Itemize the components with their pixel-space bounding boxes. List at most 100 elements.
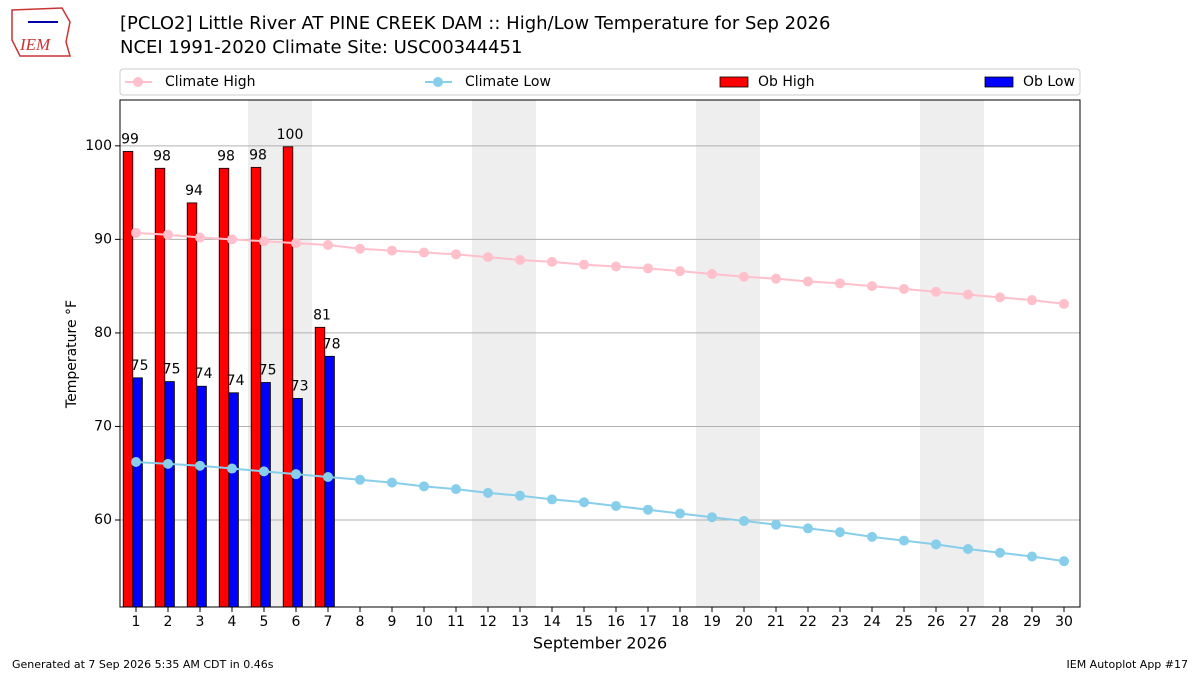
legend-marker <box>133 77 143 87</box>
line-marker <box>163 229 173 240</box>
line-marker <box>387 477 397 488</box>
x-tick-label: 29 <box>1023 614 1041 630</box>
x-tick-label: 12 <box>479 614 497 630</box>
bar <box>282 146 294 608</box>
line-marker <box>291 469 301 480</box>
line-marker <box>675 266 685 277</box>
line-marker <box>995 547 1005 558</box>
line-marker <box>259 466 269 477</box>
weekend-shade <box>728 100 760 607</box>
legend-label: Climate Low <box>465 74 551 90</box>
logo: IEM <box>11 7 71 57</box>
footer-right: IEM Autoplot App #17 <box>1067 658 1189 671</box>
data-label: 98 <box>217 148 235 164</box>
line-marker <box>1027 295 1037 306</box>
line-marker <box>451 249 461 260</box>
x-tick-label: 23 <box>831 614 849 630</box>
line-marker <box>643 263 653 274</box>
x-tick-label: 10 <box>415 614 433 630</box>
logo-text: IEM <box>19 35 51 54</box>
data-label: 94 <box>185 183 203 199</box>
y-tick-label: 60 <box>94 512 112 528</box>
legend-label: Ob High <box>758 74 815 90</box>
line-marker <box>771 519 781 530</box>
line-marker <box>739 271 749 282</box>
line-marker <box>707 512 717 523</box>
x-tick-label: 6 <box>292 614 301 630</box>
bar <box>260 382 271 608</box>
y-axis-label: Temperature °F <box>64 300 80 409</box>
data-label: 73 <box>291 378 309 394</box>
line-marker <box>611 500 621 511</box>
line-marker <box>835 527 845 538</box>
x-tick-label: 16 <box>607 614 625 630</box>
legend-label: Ob Low <box>1023 74 1075 90</box>
line-marker <box>867 531 877 542</box>
line-marker <box>643 504 653 515</box>
data-label: 98 <box>153 148 171 164</box>
line-marker <box>931 539 941 550</box>
legend-marker <box>433 77 443 87</box>
data-label: 74 <box>195 366 213 382</box>
line-marker <box>291 238 301 249</box>
bar <box>314 326 326 608</box>
line-marker <box>227 234 237 245</box>
x-tick-label: 8 <box>356 614 365 630</box>
y-tick-label: 100 <box>85 138 112 154</box>
line-marker <box>547 494 557 505</box>
line-marker <box>547 256 557 267</box>
line-marker <box>355 243 365 254</box>
weekend-shade <box>504 100 536 607</box>
chart-title: [PCLO2] Little River AT PINE CREEK DAM :… <box>120 13 830 34</box>
line-marker <box>515 254 525 265</box>
x-tick-label: 19 <box>703 614 721 630</box>
x-axis-label: September 2026 <box>533 634 667 653</box>
line-marker <box>131 457 141 468</box>
line-marker <box>323 471 333 482</box>
data-label: 75 <box>163 362 181 378</box>
y-tick-label: 70 <box>94 418 112 434</box>
line-marker <box>387 245 397 256</box>
bar <box>186 202 198 608</box>
line <box>135 461 1065 563</box>
x-tick-label: 5 <box>260 614 269 630</box>
weekend-shade <box>920 100 952 607</box>
weekend-shade <box>472 100 504 607</box>
x-tick-label: 26 <box>927 614 945 630</box>
line-marker <box>899 535 909 546</box>
legend-swatch <box>719 76 749 88</box>
weekend-shade <box>696 100 728 607</box>
x-tick-label: 24 <box>863 614 881 630</box>
data-label: 81 <box>313 307 331 323</box>
line-marker <box>355 474 365 485</box>
data-label: 74 <box>227 373 245 389</box>
bar <box>132 377 143 608</box>
weekend-shade <box>952 100 984 607</box>
x-tick-label: 7 <box>324 614 333 630</box>
x-tick-label: 9 <box>388 614 397 630</box>
x-tick-label: 17 <box>639 614 657 630</box>
data-label: 78 <box>323 336 341 352</box>
bar <box>122 151 134 608</box>
line-marker <box>579 259 589 270</box>
bar <box>250 166 262 608</box>
data-label: 75 <box>131 358 149 374</box>
data-label: 75 <box>259 362 277 378</box>
x-tick-label: 20 <box>735 614 753 630</box>
line-marker <box>515 490 525 501</box>
line-marker <box>803 523 813 534</box>
line-marker <box>259 236 269 247</box>
line-marker <box>131 227 141 238</box>
line-marker <box>419 247 429 258</box>
line-marker <box>483 252 493 263</box>
data-label: 99 <box>121 131 139 147</box>
x-tick-label: 3 <box>196 614 205 630</box>
line-marker <box>963 289 973 300</box>
line-marker <box>1059 556 1069 567</box>
bar <box>228 392 239 608</box>
line-marker <box>579 497 589 508</box>
line-marker <box>195 460 205 471</box>
x-tick-label: 11 <box>447 614 465 630</box>
x-tick-label: 14 <box>543 614 561 630</box>
